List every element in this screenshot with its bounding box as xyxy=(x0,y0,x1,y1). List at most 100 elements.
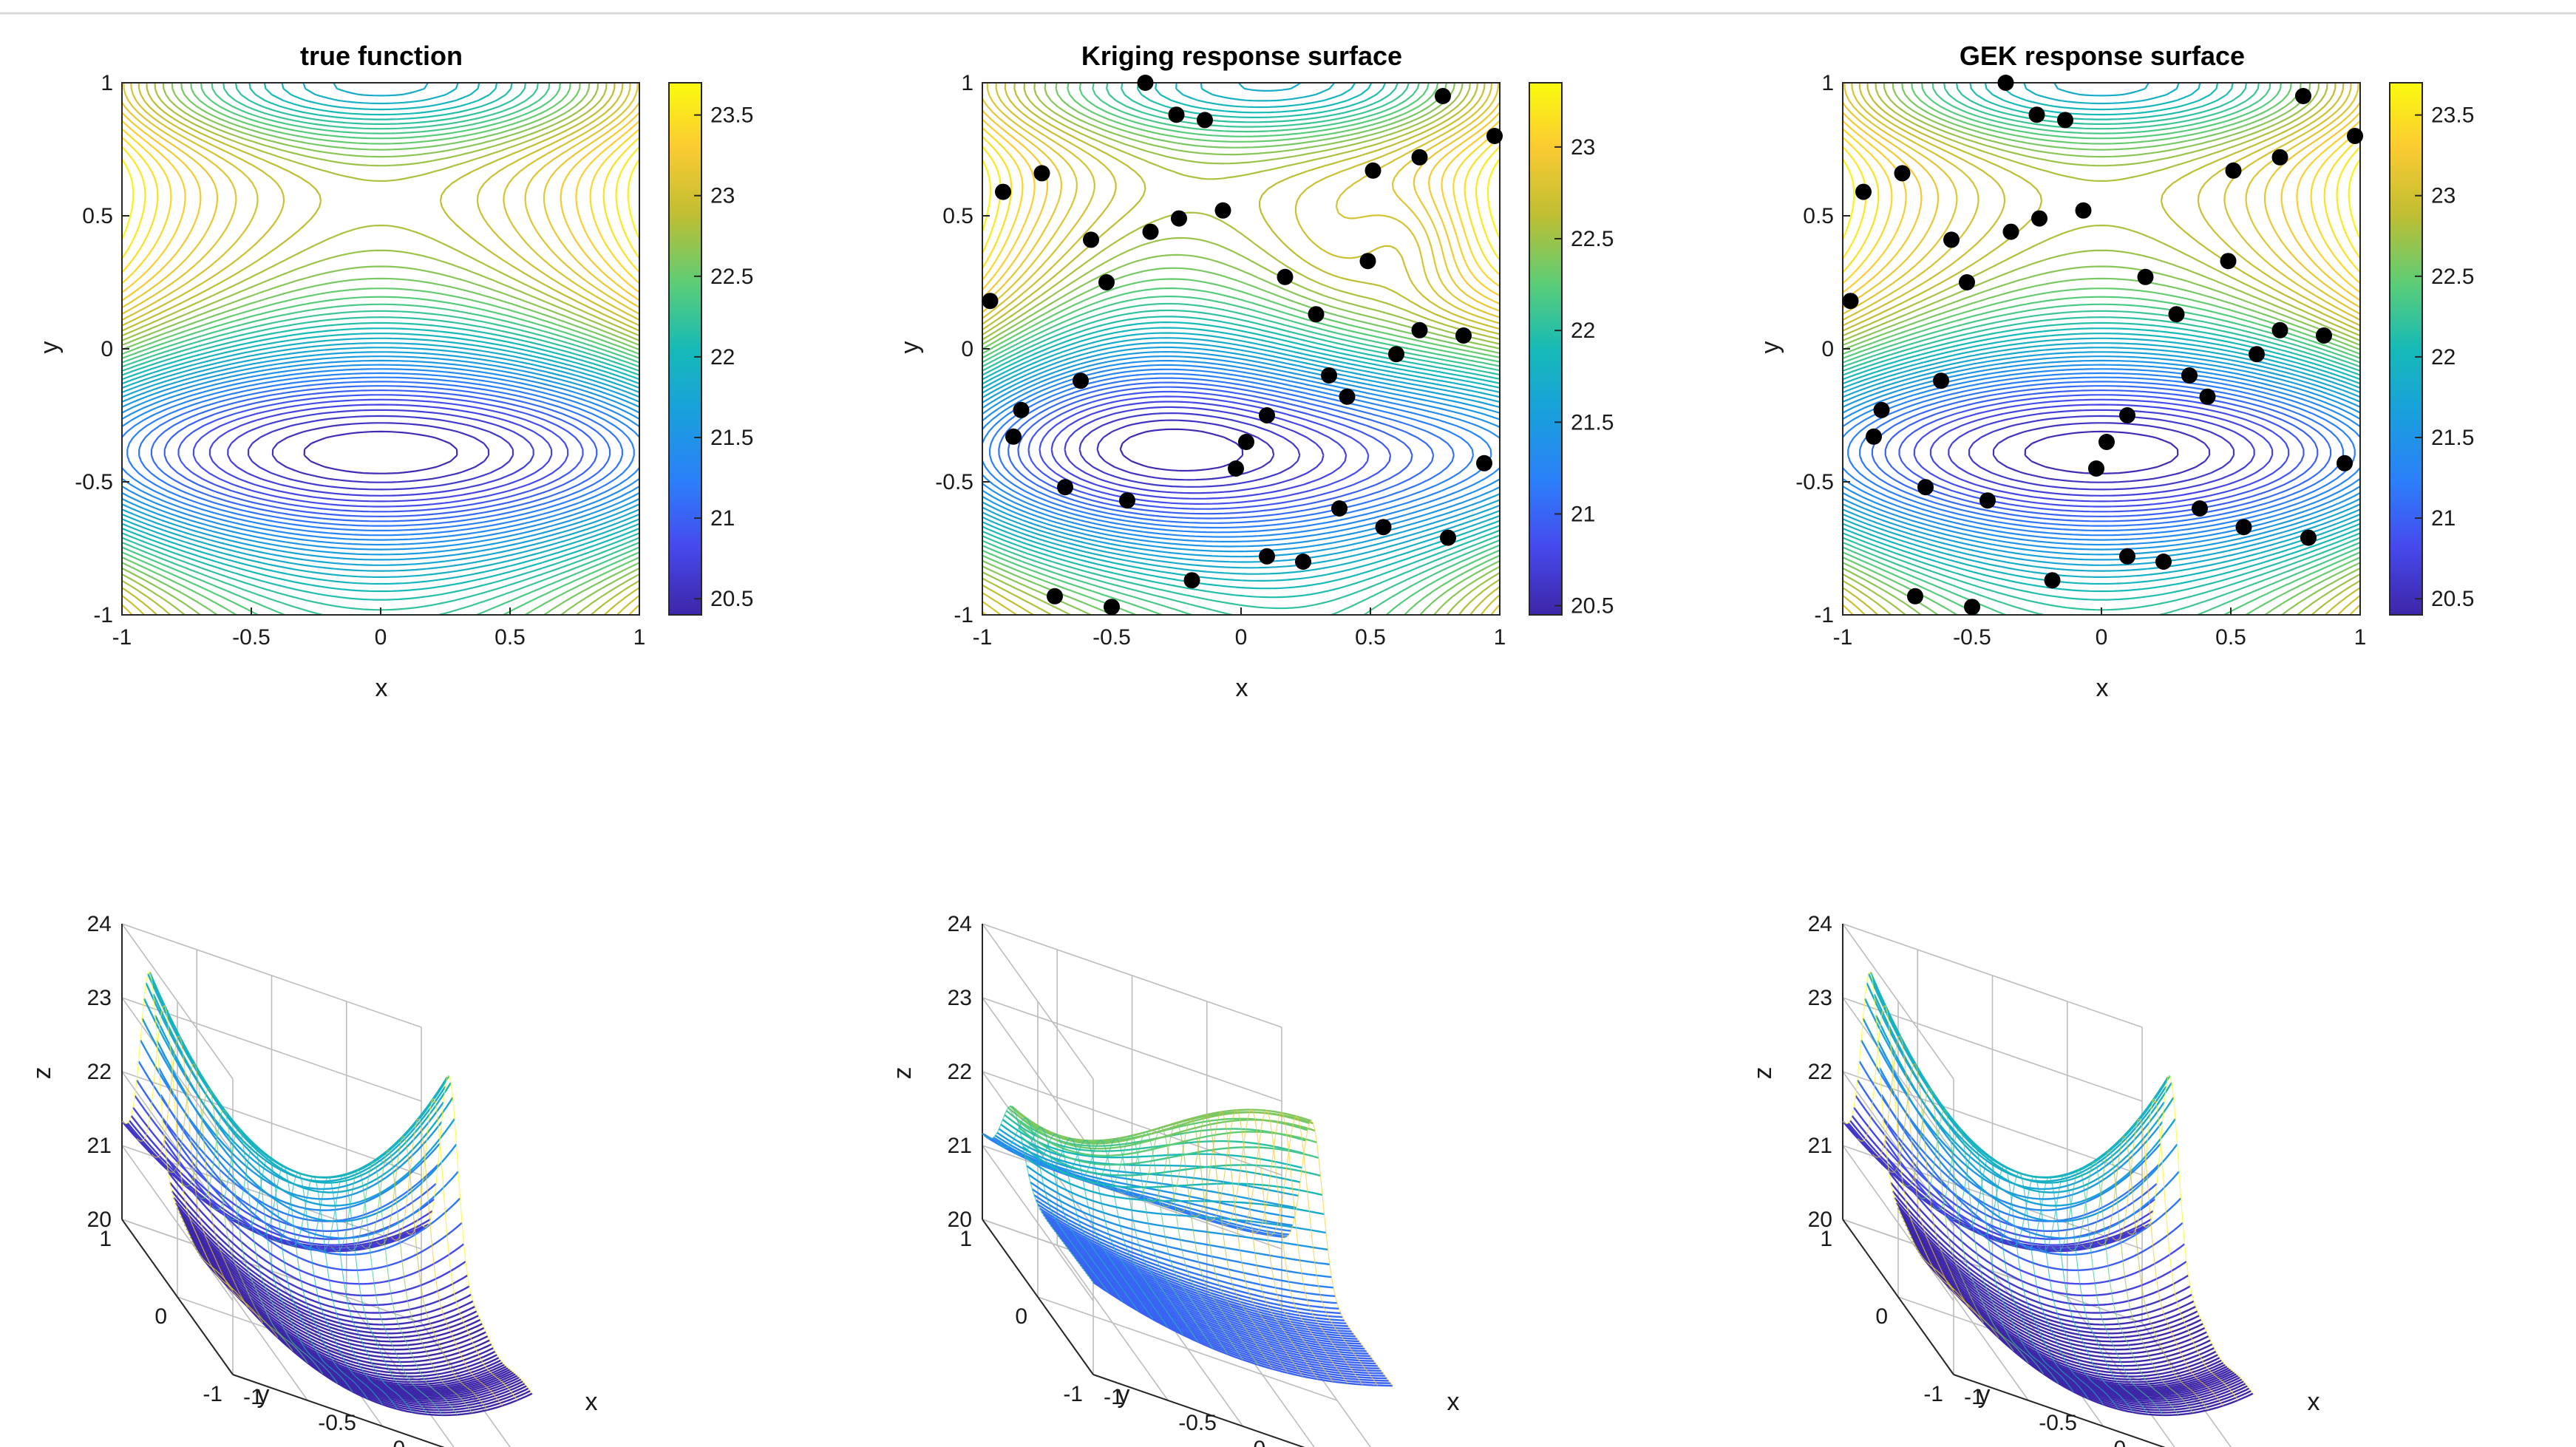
x-tick-label: -1 xyxy=(973,625,993,650)
colorbar xyxy=(2389,82,2423,616)
y-axis-line xyxy=(1842,1219,1954,1375)
x-tick-label: -1 xyxy=(1964,1385,1984,1409)
sample-point xyxy=(1183,572,1200,589)
sample-point xyxy=(995,183,1011,200)
colorbar-tick-label: 21.5 xyxy=(1571,410,1614,435)
contour-line xyxy=(982,82,1501,616)
sample-point xyxy=(1321,367,1337,384)
sample-point xyxy=(1959,274,1975,290)
y-tick-label: 1 xyxy=(1821,71,1834,95)
x-tick-label: 0 xyxy=(375,625,387,650)
sample-point xyxy=(1104,599,1120,616)
sample-point xyxy=(2220,253,2237,270)
contour-line xyxy=(121,146,640,259)
contour-line xyxy=(982,341,1501,563)
sample-point xyxy=(2249,346,2265,363)
contour-line xyxy=(982,98,1501,312)
y-axis-label: y xyxy=(1118,1380,1130,1409)
contour-panel-gek: GEK response surface x y -1-1 -0.5 -0.5 0 0 0… xyxy=(1756,41,2474,702)
y-axis-label: y xyxy=(1978,1380,1991,1409)
x-tick-label: 1 xyxy=(633,625,646,650)
surface-mesh-line xyxy=(166,1063,279,1338)
x-tick-label: -1 xyxy=(112,625,132,650)
surface-mesh-line xyxy=(2096,1135,2209,1411)
surface-mesh-line xyxy=(2081,1150,2194,1414)
sample-point xyxy=(1168,106,1185,123)
surface-mesh-line xyxy=(1236,1109,1348,1384)
z-tick-label: 20 xyxy=(1808,1208,1832,1232)
contour-line xyxy=(1842,82,2361,601)
surface-mesh-line xyxy=(1251,1111,1363,1385)
colorbar-tick-label: 20.5 xyxy=(2431,587,2474,611)
y-axis-label: y xyxy=(257,1380,270,1409)
sample-point xyxy=(1866,428,1882,445)
colorbar-tick-label: 22.5 xyxy=(1571,227,1614,251)
contour-line xyxy=(303,430,458,474)
surface-mesh-line xyxy=(421,1075,533,1394)
colorbar-tick-label: 22 xyxy=(1571,319,1595,343)
sample-point xyxy=(1907,588,1923,605)
sample-point xyxy=(2119,548,2135,565)
colorbar-tick-label: 20.5 xyxy=(710,587,753,611)
contour-line xyxy=(1913,398,2290,508)
surface-mesh-line xyxy=(2036,1174,2149,1415)
sample-point xyxy=(2337,454,2353,471)
contour-line xyxy=(1859,381,2344,527)
colorbar-tick-label: 21 xyxy=(710,506,735,531)
contour-line xyxy=(998,377,1455,524)
surface-mesh-line xyxy=(301,1177,413,1413)
x-axis-label: x xyxy=(1236,674,1248,702)
surface-mesh-line xyxy=(996,1117,1109,1293)
sample-point xyxy=(2192,500,2208,517)
contour-line xyxy=(121,82,640,572)
contour-line xyxy=(1842,82,2361,578)
contour-line xyxy=(982,127,1501,287)
surface-mesh-line xyxy=(2022,1177,2134,1413)
sample-point xyxy=(1013,401,1030,418)
sample-point xyxy=(2235,519,2252,536)
contour-line xyxy=(1948,409,2255,497)
sample-point xyxy=(982,293,999,310)
x-tick-label: -0.5 xyxy=(232,625,271,650)
contour-line xyxy=(271,422,490,483)
sample-point xyxy=(1842,293,1859,310)
surface-mesh-line xyxy=(2112,1118,2223,1406)
y-tick-label: 1 xyxy=(101,71,113,95)
contour-line xyxy=(1842,82,2361,616)
contour-line xyxy=(982,82,1501,590)
contour-line xyxy=(982,82,1501,616)
contour-line xyxy=(1050,401,1348,500)
contour-line xyxy=(1119,428,1244,472)
sample-point xyxy=(1917,479,1934,496)
z-tick-label: 21 xyxy=(948,1134,972,1158)
contour-line xyxy=(121,82,640,616)
contour-line xyxy=(1968,415,2235,491)
sample-point xyxy=(1137,75,1154,91)
y-tick-label: -0.5 xyxy=(1795,470,1834,494)
sample-point xyxy=(2075,202,2092,219)
surface-mesh-line xyxy=(316,1174,428,1415)
sample-point xyxy=(1964,599,1980,616)
y-tick-label: 0 xyxy=(961,337,973,361)
sample-point xyxy=(2119,407,2135,423)
contour-line xyxy=(121,112,640,302)
z-tick-label: 22 xyxy=(1808,1060,1832,1084)
contour-line xyxy=(982,82,1501,616)
contour-line xyxy=(982,82,1501,616)
contour-line xyxy=(192,398,569,508)
colorbar-tick-label: 21 xyxy=(1571,502,1595,526)
surface-mesh-line xyxy=(1101,1135,1214,1349)
y-tick-label: 1 xyxy=(99,1227,112,1251)
z-tick-label: 22 xyxy=(87,1060,112,1084)
y-tick-label: -1 xyxy=(954,603,973,627)
colorbar-tick-label: 23 xyxy=(710,184,735,208)
sample-point xyxy=(1259,407,1275,423)
contour-line xyxy=(982,82,1501,616)
surface-mesh-line xyxy=(121,971,234,1290)
colorbar-tick-label: 23.5 xyxy=(710,103,753,128)
contour-line xyxy=(121,82,640,578)
contour-line xyxy=(1842,82,2361,616)
surface-mesh-line xyxy=(1087,1138,1199,1343)
